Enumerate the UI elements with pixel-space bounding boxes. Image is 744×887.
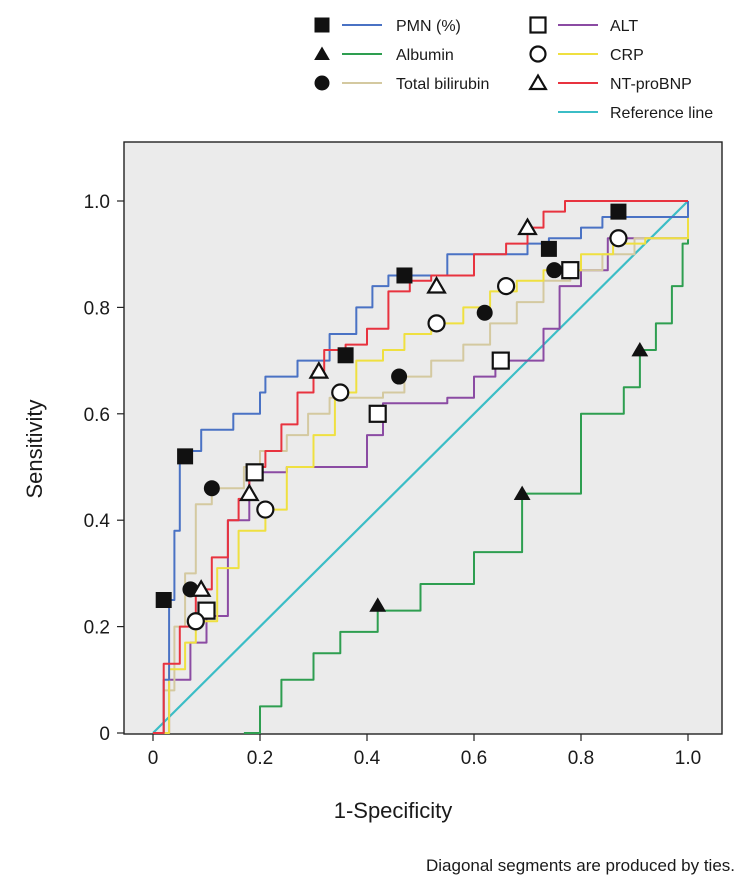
marker-total-bilirubin-4	[546, 262, 563, 279]
legend-marker-nt-probnp	[528, 73, 548, 91]
y-tick-label: 0.4	[84, 511, 111, 532]
marker-pmn-4	[540, 240, 557, 257]
y-tick-label: 0.2	[84, 618, 110, 639]
series-line-total-bilirubin	[153, 201, 689, 734]
marker-pmn-3	[396, 267, 413, 284]
marker-pmn-0	[155, 592, 172, 608]
x-axis: 0 0.2 0.4 0.6 0.8 1.0	[148, 734, 701, 769]
legend-item-nt-probnp: NT-proBNP	[528, 73, 692, 93]
legend-item-alt: ALT	[529, 16, 638, 35]
marker-nt-probnp-3	[426, 275, 447, 294]
x-axis-title: 1-Specificity	[334, 798, 453, 823]
marker-nt-probnp-2	[308, 361, 330, 379]
marker-alt-3	[491, 351, 510, 370]
legend-marker-alt	[529, 16, 547, 34]
x-tick-label: 0.4	[354, 748, 381, 769]
marker-alt-1	[245, 463, 264, 482]
legend-label-albumin: Albumin	[396, 47, 454, 64]
marker-alt-2	[368, 404, 387, 423]
marker-crp-3	[427, 314, 446, 333]
legend-label-reference-line: Reference line	[610, 105, 713, 122]
marker-albumin-2	[631, 341, 649, 357]
marker-nt-probnp-4	[517, 217, 538, 236]
legend-marker-crp	[529, 45, 547, 63]
legend-item-total-bilirubin: Total bilirubin	[314, 75, 489, 93]
plot-area	[123, 141, 723, 735]
footnote: Diagonal segments are produced by ties.	[426, 856, 735, 875]
marker-nt-probnp-0	[190, 579, 212, 597]
marker-total-bilirubin-2	[391, 368, 408, 385]
y-axis-title: Sensitivity	[22, 399, 47, 498]
x-tick-label: 0.8	[568, 748, 594, 769]
x-tick-label: 0.2	[247, 748, 273, 769]
legend-item-albumin: Albumin	[314, 46, 454, 64]
legend-label-total-bilirubin: Total bilirubin	[396, 76, 489, 93]
marker-nt-probnp-1	[238, 483, 260, 502]
legend-marker-albumin	[314, 46, 330, 60]
legend-item-reference-line: Reference line	[558, 105, 713, 122]
series-line-pmn	[153, 201, 689, 734]
marker-alt-0	[197, 601, 216, 620]
y-tick-label: 0.6	[84, 405, 110, 426]
marker-albumin-0	[369, 597, 387, 612]
series-line-reference-line	[152, 200, 689, 734]
legend-marker-pmn	[314, 17, 330, 33]
y-tick-label: 1.0	[84, 192, 110, 213]
marker-total-bilirubin-1	[203, 480, 220, 497]
legend-label-pmn: PMN (%)	[396, 18, 461, 35]
series-line-albumin	[243, 201, 689, 734]
marker-albumin-1	[513, 485, 531, 500]
roc-markers	[155, 203, 649, 631]
marker-pmn-5	[610, 203, 627, 220]
y-tick-label: 0.8	[84, 298, 110, 319]
marker-alt-4	[561, 261, 580, 280]
marker-pmn-2	[337, 347, 354, 364]
marker-crp-4	[497, 277, 516, 296]
legend-label-alt: ALT	[610, 18, 638, 35]
marker-total-bilirubin-3	[476, 304, 493, 321]
x-tick-label: 0.6	[461, 748, 487, 769]
legend-label-nt-probnp: NT-proBNP	[610, 76, 692, 93]
legend-item-crp: CRP	[529, 45, 644, 64]
y-tick-label: 0	[99, 724, 110, 745]
legend-marker-total-bilirubin	[314, 75, 330, 91]
marker-crp-5	[609, 229, 628, 248]
marker-crp-0	[186, 612, 205, 631]
marker-pmn-1	[177, 448, 194, 465]
y-axis: 0 0.2 0.4 0.6 0.8 1.0	[84, 192, 124, 745]
series-line-crp	[153, 201, 689, 734]
marker-crp-2	[331, 383, 350, 402]
x-tick-label: 0	[148, 748, 159, 769]
legend-label-crp: CRP	[610, 47, 644, 64]
legend: PMN (%) Albumin Total bilirubin ALT CRP NT-pr…	[314, 16, 713, 122]
x-tick-label: 1.0	[675, 748, 701, 769]
legend-item-pmn: PMN (%)	[314, 17, 461, 35]
marker-crp-1	[256, 500, 275, 519]
